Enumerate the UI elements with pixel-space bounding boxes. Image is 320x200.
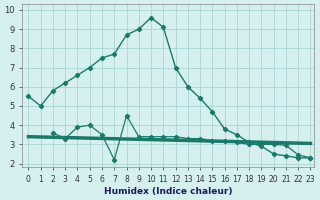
- X-axis label: Humidex (Indice chaleur): Humidex (Indice chaleur): [104, 187, 232, 196]
